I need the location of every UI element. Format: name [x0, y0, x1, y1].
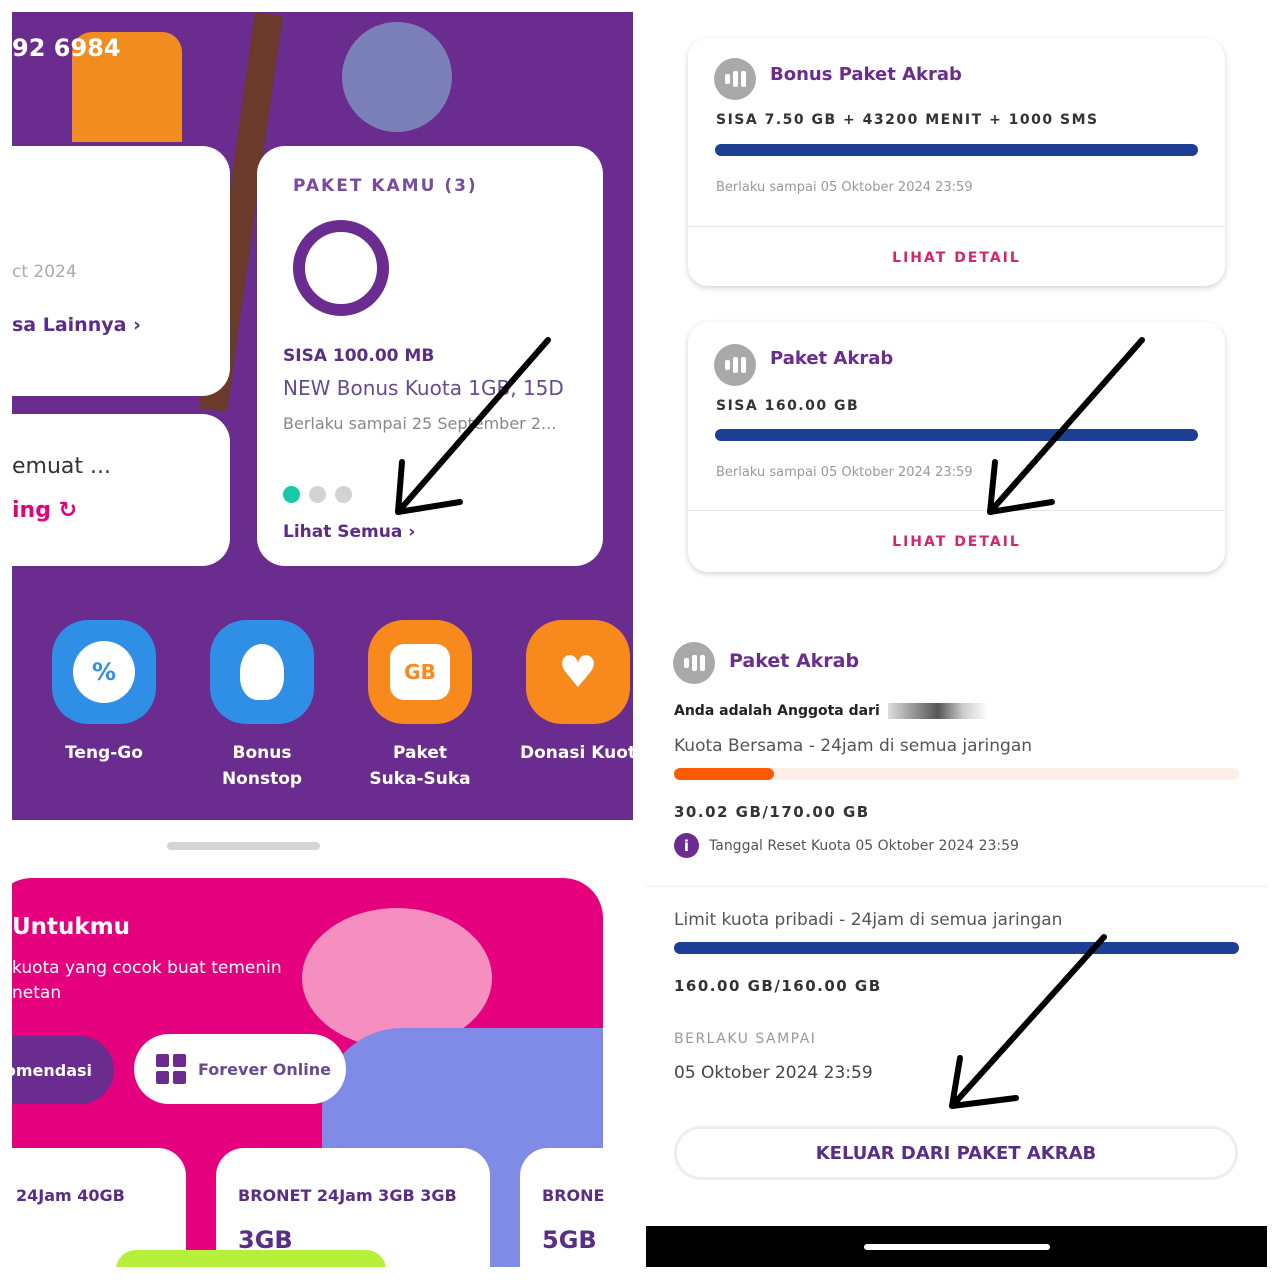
navigation-bar — [646, 1226, 1267, 1267]
home-screen: 92 6984 ct 2024 sa Lainnya › emuat ... i… — [12, 12, 633, 1267]
quota-progress-bar — [715, 144, 1198, 156]
percent-badge-icon: % — [52, 620, 156, 724]
see-more-link[interactable]: sa Lainnya › — [12, 314, 141, 336]
loading-text: emuat ... — [12, 454, 111, 479]
illustration-character — [72, 32, 182, 142]
divider — [688, 510, 1225, 511]
remaining-quota: SISA 100.00 MB — [283, 346, 435, 366]
chip-rekomendasi[interactable]: omendasi — [12, 1036, 114, 1104]
reset-info: i Tanggal Reset Kuota 05 Oktober 2024 23… — [674, 833, 1019, 858]
validity-date: ct 2024 — [12, 262, 77, 282]
product-name: BRONE — [542, 1186, 605, 1205]
remaining-quota: SISA 7.50 GB + 43200 MENIT + 1000 SMS — [716, 112, 1099, 128]
chip-label: Forever Online — [198, 1059, 331, 1079]
arrow-annotation — [987, 337, 1145, 515]
dot[interactable] — [335, 486, 352, 503]
home-gesture-bar[interactable] — [864, 1244, 1050, 1250]
product-card[interactable]: BRONE 5GB — [520, 1148, 633, 1267]
promo-subtitle: kuota yang cocok buat temenin netan — [12, 958, 282, 1003]
illustration-character — [342, 22, 452, 132]
product-size: 5GB — [542, 1226, 597, 1254]
grid-icon — [156, 1054, 186, 1084]
signal-bars-icon — [673, 642, 715, 684]
product-size: 3GB — [238, 1226, 293, 1254]
paket-kamu-card[interactable]: PAKET KAMU (3) SISA 100.00 MB NEW Bonus … — [257, 146, 603, 566]
product-name: BRONET 24Jam 3GB 3GB — [238, 1186, 457, 1205]
detail-title: Paket Akrab — [729, 650, 860, 672]
tile-teng-go[interactable]: % Teng-Go — [52, 620, 156, 766]
buy-button[interactable] — [116, 1250, 386, 1267]
lihat-detail-button[interactable]: LIHAT DETAIL — [892, 250, 1021, 266]
heart-hand-icon: ♥ — [526, 620, 630, 724]
arrow-annotation — [395, 337, 551, 515]
card-title: PAKET KAMU (3) — [293, 176, 478, 196]
personal-quota-label: Limit kuota pribadi - 24jam di semua jar… — [674, 910, 1063, 930]
phone-number: 92 6984 — [12, 34, 121, 62]
redacted-name — [887, 703, 988, 719]
membership-text: Anda adalah Anggota dari — [674, 703, 988, 719]
illustration-character — [302, 908, 492, 1048]
balance-card: ct 2024 sa Lainnya › — [12, 146, 230, 396]
bonus-paket-akrab-card: Bonus Paket Akrab SISA 7.50 GB + 43200 M… — [688, 38, 1225, 286]
tile-label: Donasi Kuota — [520, 743, 633, 763]
card-title: Bonus Paket Akrab — [770, 64, 962, 85]
product-name: 24Jam 40GB — [16, 1186, 125, 1205]
chevron-right-icon: › — [408, 522, 416, 542]
chip-forever-online[interactable]: Forever Online — [134, 1034, 346, 1104]
tile-label: Teng-Go — [65, 743, 143, 763]
shared-quota-label: Kuota Bersama - 24jam di semua jaringan — [674, 736, 1033, 756]
product-card[interactable]: 24Jam 40GB — [12, 1148, 186, 1267]
arrow-annotation — [949, 934, 1107, 1109]
valid-until-value: 05 Oktober 2024 23:59 — [674, 1063, 873, 1083]
signal-bars-icon — [714, 344, 756, 386]
promo-title: Untukmu — [12, 914, 131, 940]
exit-paket-akrab-button[interactable]: KELUAR DARI PAKET AKRAB — [674, 1126, 1238, 1180]
tile-bonus-nonstop[interactable]: Bonus Nonstop — [210, 620, 314, 792]
divider — [646, 886, 1267, 887]
package-validity: Berlaku sampai 25 September 2... — [283, 414, 557, 433]
shared-quota-bar — [674, 768, 1239, 780]
loading-card: emuat ... ing ↻ — [12, 414, 230, 566]
paket-akrab-screen: Bonus Paket Akrab SISA 7.50 GB + 43200 M… — [646, 12, 1267, 1267]
info-icon: i — [674, 833, 699, 858]
shared-quota-value: 30.02 GB/170.00 GB — [674, 803, 870, 821]
paket-akrab-card: Paket Akrab SISA 160.00 GB Berlaku sampa… — [688, 322, 1225, 572]
lihat-detail-button[interactable]: LIHAT DETAIL — [892, 534, 1021, 550]
gb-plus-icon: GB — [368, 620, 472, 724]
card-title: Paket Akrab — [770, 348, 894, 369]
refresh-icon: ↻ — [58, 498, 78, 523]
validity-text: Berlaku sampai 05 Oktober 2024 23:59 — [716, 465, 973, 480]
divider — [688, 226, 1225, 227]
signal-bars-icon — [714, 58, 756, 100]
lihat-semua-link[interactable]: Lihat Semua › — [283, 522, 416, 542]
product-card[interactable]: BRONET 24Jam 3GB 3GB 3GB — [116, 1148, 490, 1267]
carousel-dots — [283, 486, 352, 503]
reset-text: Tanggal Reset Kuota 05 Oktober 2024 23:5… — [709, 837, 1019, 854]
valid-until-label: BERLAKU SAMPAI — [674, 1031, 817, 1047]
personal-quota-value: 160.00 GB/160.00 GB — [674, 977, 882, 995]
tile-label: Bonus Nonstop — [221, 743, 303, 789]
chevron-right-icon: › — [133, 314, 141, 336]
tile-paket-suka-suka[interactable]: GB Paket Suka-Suka — [368, 620, 472, 792]
reload-link[interactable]: ing ↻ — [12, 498, 78, 523]
dot-active[interactable] — [283, 486, 300, 503]
tile-donasi-kuota[interactable]: ♥ Donasi Kuota — [520, 620, 633, 766]
validity-text: Berlaku sampai 05 Oktober 2024 23:59 — [716, 180, 973, 195]
shared-quota-fill — [674, 768, 774, 780]
hot-air-balloon-icon — [210, 620, 314, 724]
remaining-quota: SISA 160.00 GB — [716, 398, 860, 414]
dot[interactable] — [309, 486, 326, 503]
quota-progress-bar — [715, 429, 1198, 441]
tile-label: Paket Suka-Suka — [369, 743, 471, 789]
drag-handle[interactable] — [167, 842, 320, 850]
